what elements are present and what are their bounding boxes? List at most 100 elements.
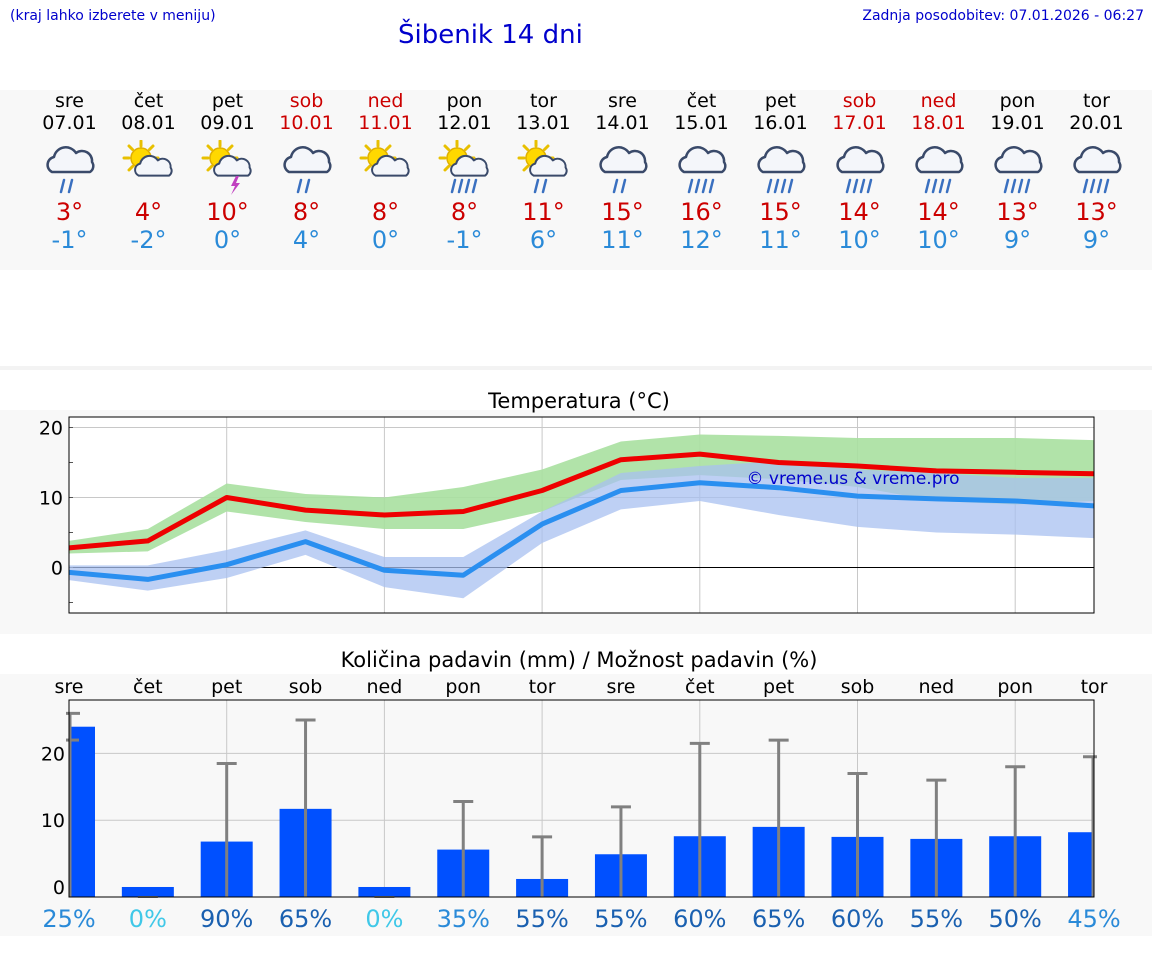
day-column: ned 18.01 14° 10° [899, 90, 978, 254]
day-name: ned [920, 90, 957, 112]
day-date: 07.01 [42, 112, 97, 134]
chance-label: 25% [42, 905, 95, 933]
location-hint[interactable]: (kraj lahko izberete v meniju) [10, 8, 216, 24]
day-name: čet [133, 90, 164, 112]
day-column: pet 16.01 15° 11° [741, 90, 820, 254]
cloud-heavy-rain-icon [751, 140, 811, 196]
day-column: sre 14.01 15° 11° [583, 90, 662, 254]
y-tick-label: 20 [39, 418, 63, 440]
chart-title: Temperatura (°C) [487, 389, 670, 413]
precip-bar [1068, 832, 1094, 897]
day-column: sre 07.01 3° -1° [30, 90, 109, 254]
day-date: 16.01 [753, 112, 808, 134]
x-tick-label: pet [211, 676, 242, 698]
day-date: 14.01 [595, 112, 650, 134]
x-tick-label: čet [133, 676, 163, 698]
x-tick-label: pon [997, 676, 1033, 698]
day-date: 10.01 [279, 112, 334, 134]
day-name: tor [1083, 90, 1110, 112]
day-name: ned [367, 90, 404, 112]
cloud-heavy-rain-icon [909, 140, 969, 196]
cloud-heavy-rain-icon [988, 140, 1048, 196]
watermark: © vreme.us & vreme.pro [746, 469, 959, 489]
max-temp: 15° [759, 198, 802, 226]
x-tick-label: sob [841, 676, 875, 698]
day-column: čet 15.01 16° 12° [662, 90, 741, 254]
chance-label: 35% [437, 905, 490, 933]
x-tick-label: tor [1081, 676, 1108, 698]
max-temp: 4° [134, 198, 163, 226]
plot-frame [68, 416, 1095, 614]
max-temp: 16° [680, 198, 723, 226]
day-date: 19.01 [990, 112, 1045, 134]
day-date: 08.01 [121, 112, 176, 134]
chance-label: 55% [910, 905, 963, 933]
day-column: pon 12.01 8° -1° [425, 90, 504, 254]
day-column: pon 19.01 13° 9° [978, 90, 1057, 254]
max-temp: 14° [917, 198, 960, 226]
max-temp: 15° [601, 198, 644, 226]
chance-label: 0% [365, 905, 403, 933]
day-name: tor [530, 90, 557, 112]
min-temp: -1° [446, 226, 483, 254]
y-tick-label: 0 [51, 558, 63, 580]
last-updated: Zadnja posodobitev: 07.01.2026 - 06:27 [862, 8, 1144, 24]
daily-forecast-panel [0, 90, 1152, 270]
day-column: čet 08.01 4° -2° [109, 90, 188, 254]
day-date: 13.01 [516, 112, 571, 134]
precip-bar [358, 886, 411, 897]
x-tick-label: tor [529, 676, 556, 698]
precip-bar [121, 886, 174, 897]
max-temp: 8° [371, 198, 400, 226]
day-name: sob [289, 90, 324, 112]
min-temp: 11° [601, 226, 644, 254]
day-column: tor 13.01 11° 6° [504, 90, 583, 254]
series-line-max [68, 451, 1095, 551]
min-temp: 6° [529, 226, 558, 254]
cloud-rain-icon [40, 140, 100, 196]
day-name: pon [446, 90, 483, 112]
chance-label: 90% [200, 905, 253, 933]
y-tick-label: 20 [41, 743, 65, 765]
chance-label: 60% [673, 905, 726, 933]
series-line-min [68, 480, 1095, 582]
x-tick-label: ned [367, 676, 403, 698]
day-column: tor 20.01 13° 9° [1057, 90, 1136, 254]
day-name: pon [999, 90, 1036, 112]
min-temp: -2° [130, 226, 167, 254]
page-title: Šibenik 14 dni [398, 20, 583, 50]
day-column: ned 11.01 8° 0° [346, 90, 425, 254]
sun-cloud-icon [119, 139, 179, 196]
day-column: sob 10.01 8° 4° [267, 90, 346, 254]
chance-label: 65% [752, 905, 805, 933]
sun-thunder-icon [198, 139, 258, 196]
day-column: pet 09.01 10° 0° [188, 90, 267, 254]
cloud-heavy-rain-icon [1067, 140, 1127, 196]
min-temp: -1° [51, 226, 88, 254]
day-date: 17.01 [832, 112, 887, 134]
y-tick-label: 10 [41, 810, 65, 832]
cloud-rain-icon [593, 140, 653, 196]
min-temp: 12° [680, 226, 723, 254]
day-date: 15.01 [674, 112, 729, 134]
day-date: 11.01 [358, 112, 413, 134]
x-tick-label: sob [289, 676, 323, 698]
day-column: sob 17.01 14° 10° [820, 90, 899, 254]
sun-cloud-heavy-rain-icon [435, 139, 495, 196]
chance-label: 60% [831, 905, 884, 933]
plot-frame [68, 699, 1095, 898]
chance-label: 55% [594, 905, 647, 933]
min-temp: 9° [1003, 226, 1032, 254]
day-name: sob [842, 90, 877, 112]
max-temp: 8° [292, 198, 321, 226]
day-date: 18.01 [911, 112, 966, 134]
day-name: sre [55, 90, 84, 112]
sun-cloud-icon [356, 139, 416, 196]
day-name: čet [686, 90, 717, 112]
x-tick-label: sre [55, 676, 84, 698]
precipitation-chart: Količina padavin (mm) / Možnost padavin … [41, 648, 1121, 933]
max-temp: 3° [55, 198, 84, 226]
y-tick-label: 0 [53, 877, 65, 899]
day-name: sre [608, 90, 637, 112]
min-temp: 0° [213, 226, 242, 254]
